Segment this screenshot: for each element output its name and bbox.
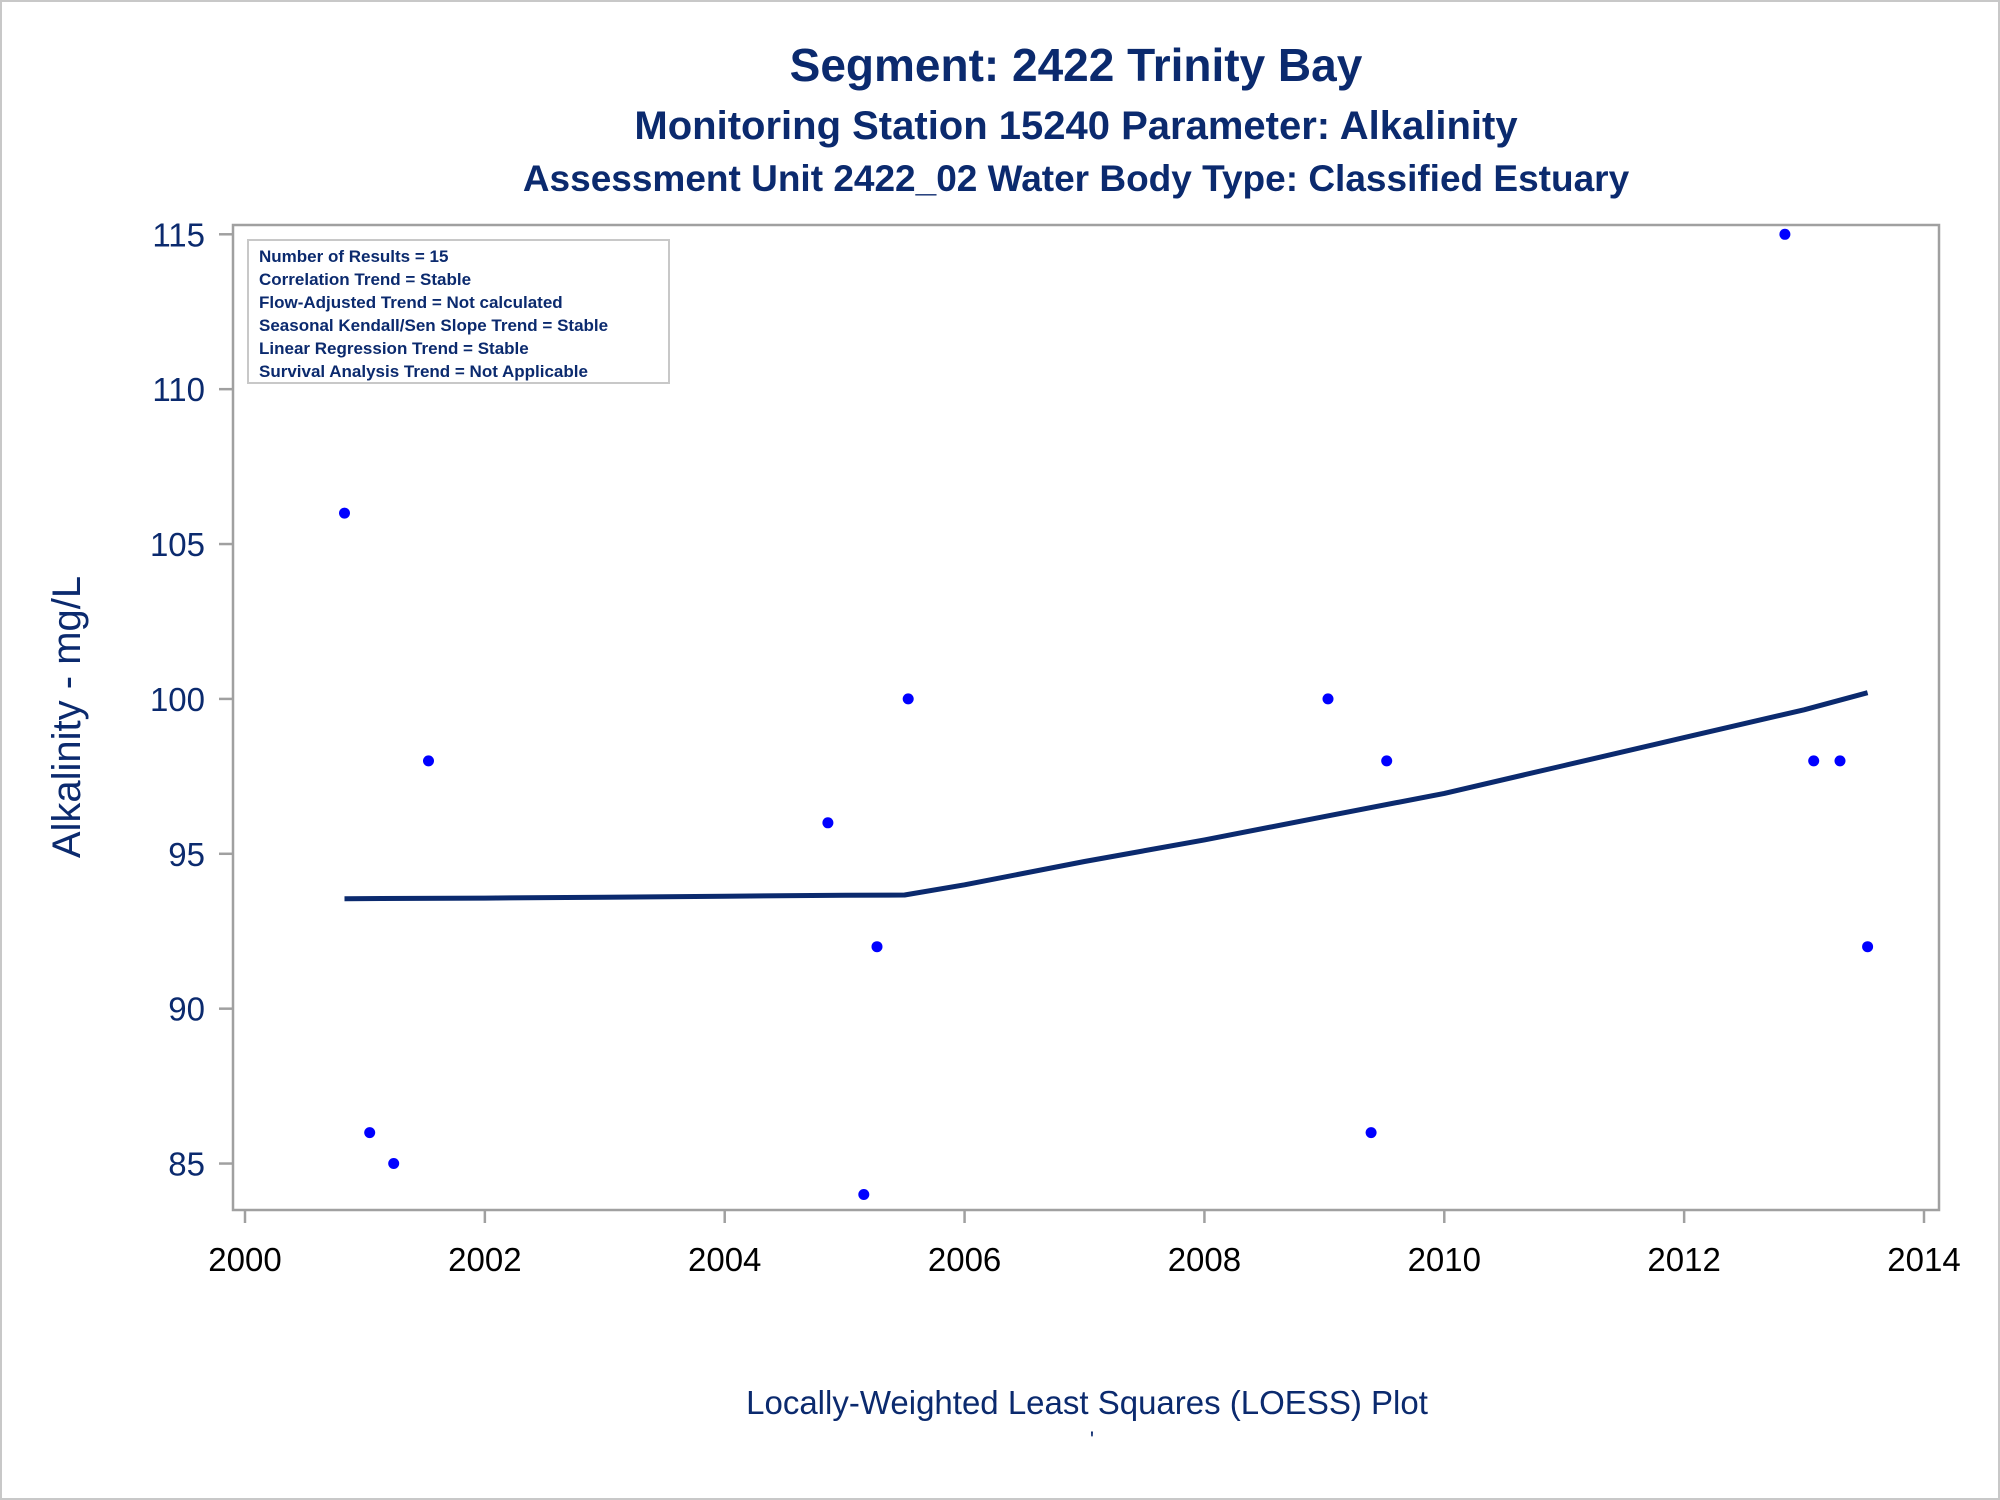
x-tick-label: 2002 [448, 1241, 521, 1278]
data-point [1779, 228, 1791, 240]
stats-line-results: Number of Results = 15 [259, 247, 448, 266]
chart-subtitle-2: Assessment Unit 2422_02 Water Body Type:… [523, 158, 1630, 199]
x-tick-label: 2012 [1647, 1241, 1720, 1278]
x-tick-label: 2000 [208, 1241, 281, 1278]
x-tick-label: 2010 [1408, 1241, 1481, 1278]
data-point [858, 1189, 870, 1200]
data-point [871, 941, 883, 953]
y-tick-label: 110 [152, 371, 205, 408]
footnote-mark: ' [1090, 1427, 1094, 1452]
stats-line-seasonal-kendall: Seasonal Kendall/Sen Slope Trend = Stabl… [259, 316, 608, 335]
loess-line-layer [344, 690, 1869, 902]
data-point [364, 1127, 376, 1139]
data-point [1322, 693, 1334, 705]
data-point [1381, 755, 1393, 767]
y-tick-label: 105 [150, 526, 205, 563]
x-tick-label: 2014 [1887, 1241, 1960, 1278]
data-point [1834, 755, 1846, 767]
data-points-layer [339, 228, 1874, 1200]
y-tick-label: 100 [150, 681, 205, 718]
stats-box-frame [247, 239, 670, 384]
y-axis-label: Alkalinity - mg/L [45, 576, 89, 858]
data-point [822, 817, 834, 829]
x-axis-label: Locally-Weighted Least Squares (LOESS) P… [746, 1384, 1428, 1421]
data-point [1862, 941, 1874, 953]
x-tick-label: 2004 [688, 1241, 761, 1278]
loess-series-line [344, 690, 1869, 902]
data-point [1365, 1127, 1377, 1139]
stats-legend-box: Number of Results = 15 Correlation Trend… [247, 239, 670, 384]
data-point [902, 693, 914, 705]
stats-line-linear-regression: Linear Regression Trend = Stable [259, 339, 529, 358]
chart-title: Segment: 2422 Trinity Bay [790, 39, 1363, 91]
data-point [423, 755, 434, 767]
data-point [1808, 755, 1820, 767]
y-axis: 85 90 95 100 105 110 115 [150, 216, 233, 1183]
plot-frame [231, 223, 1941, 1212]
x-axis: 2000 2002 2004 2006 2008 2010 2012 2014 [208, 1210, 1961, 1278]
y-tick-label: 85 [168, 1146, 205, 1183]
stats-line-correlation: Correlation Trend = Stable [259, 270, 471, 289]
chart-subtitle: Monitoring Station 15240 Parameter: Alka… [634, 104, 1518, 148]
y-tick-label: 115 [152, 216, 205, 253]
data-point [388, 1158, 400, 1169]
y-tick-label: 90 [168, 991, 205, 1028]
data-point [339, 507, 350, 519]
y-tick-label: 95 [168, 836, 205, 873]
x-tick-label: 2006 [928, 1241, 1001, 1278]
stats-line-flow-adjusted: Flow-Adjusted Trend = Not calculated [259, 293, 563, 312]
stats-line-survival-analysis: Survival Analysis Trend = Not Applicable [259, 362, 588, 381]
x-tick-label: 2008 [1168, 1241, 1241, 1278]
